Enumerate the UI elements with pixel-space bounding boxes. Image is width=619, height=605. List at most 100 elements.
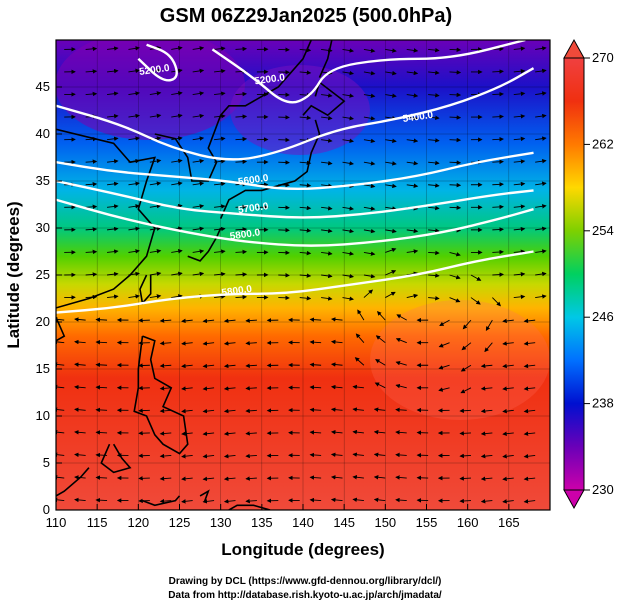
stream-arrow (342, 273, 355, 279)
stream-arrow (214, 294, 226, 299)
stream-arrow (149, 158, 162, 164)
stream-arrow (214, 136, 226, 142)
stream-arrow (502, 476, 514, 482)
stream-arrow (342, 115, 355, 121)
stream-arrow (74, 384, 86, 390)
stream-arrow (223, 363, 236, 369)
y-tick-label: 10 (36, 408, 50, 423)
stream-arrow (330, 384, 343, 390)
stream-arrow (299, 205, 312, 211)
stream-arrow (502, 431, 514, 436)
stream-arrow (535, 181, 547, 186)
stream-arrow (342, 48, 355, 53)
stream-arrow (223, 499, 236, 504)
stream-arrow (309, 362, 322, 367)
stream-arrow (363, 251, 376, 256)
stream-arrow (485, 319, 493, 331)
stream-arrow (428, 47, 440, 53)
stream-arrow (214, 159, 226, 164)
stream-arrow (106, 91, 119, 96)
stream-arrow (192, 113, 205, 119)
stream-arrow (321, 115, 333, 121)
stream-arrow (357, 309, 365, 321)
stream-arrow (535, 46, 547, 51)
stream-arrow (492, 46, 504, 52)
stream-arrow (342, 296, 355, 301)
stream-arrow (56, 452, 65, 457)
stream-arrow (299, 295, 312, 301)
stream-arrow (373, 429, 386, 435)
stream-arrow (438, 364, 450, 370)
x-axis-label: Longitude (degrees) (221, 540, 384, 559)
stream-arrow (385, 48, 397, 53)
stream-arrow (321, 183, 333, 188)
stream-arrow (363, 70, 376, 76)
stream-arrow (223, 408, 236, 414)
stream-arrow (354, 357, 365, 366)
stream-arrow (502, 318, 514, 324)
cold-pool-west (56, 40, 245, 140)
stream-arrow (428, 138, 440, 143)
stream-arrow (56, 339, 65, 345)
contour-label: 5700.0 (237, 201, 269, 216)
stream-arrow (428, 70, 440, 75)
coastline (154, 40, 312, 182)
contour-label: 5800.0 (229, 227, 261, 242)
stream-arrow (385, 206, 397, 211)
stream-arrow (523, 431, 536, 436)
stream-arrow (192, 204, 205, 209)
y-axis-label: Latitude (degrees) (4, 201, 23, 348)
stream-arrow (192, 158, 205, 164)
stream-arrow (374, 382, 386, 389)
stream-arrow (128, 294, 140, 299)
stream-arrow (299, 47, 312, 53)
stream-arrow (428, 228, 440, 233)
x-axis-ticks: 110 115 120 125 130 135 140 145 150 155 160 165 (46, 504, 520, 530)
stream-arrow (363, 206, 376, 211)
stream-arrow (214, 114, 226, 119)
stream-arrow (181, 431, 193, 436)
stream-arrow (223, 341, 236, 346)
stream-arrow (375, 359, 386, 366)
stream-arrow (299, 228, 312, 233)
stream-arrow (171, 294, 183, 299)
stream-arrow (480, 386, 493, 391)
stream-arrow (202, 431, 215, 436)
stream-arrow (492, 227, 504, 232)
stream-arrow (428, 250, 440, 256)
stream-arrow (202, 318, 215, 324)
stream-arrow (449, 252, 461, 257)
stream-arrow (395, 383, 407, 389)
stream-arrow (470, 274, 482, 281)
stream-arrow (159, 363, 172, 369)
stream-arrow (513, 204, 526, 209)
stream-arrow (385, 183, 397, 189)
stream-arrow (309, 475, 322, 480)
y-tick-label: 35 (36, 173, 50, 188)
stream-arrow (428, 92, 440, 98)
stream-arrow (492, 204, 504, 210)
stream-arrow (128, 68, 140, 74)
stream-arrow (449, 274, 461, 280)
stream-arrow (309, 452, 322, 458)
stream-arrow (159, 498, 172, 504)
stream-arrow (149, 249, 162, 254)
stream-arrow (149, 294, 162, 299)
stream-arrow (513, 272, 526, 277)
stream-arrow (85, 249, 98, 255)
stream-arrow (321, 160, 333, 166)
contour-label: 5800.0 (221, 284, 253, 299)
stream-arrow (363, 48, 376, 53)
stream-arrow (245, 431, 257, 436)
stream-arrow (192, 181, 205, 186)
stream-arrow (128, 91, 140, 96)
stream-arrow (523, 341, 536, 346)
stream-arrow (181, 453, 193, 459)
height-contour (56, 198, 534, 247)
stream-arrow (159, 431, 172, 436)
stream-arrow (363, 116, 376, 121)
stream-arrow (502, 363, 514, 369)
stream-arrow (449, 182, 462, 188)
height-contour (56, 67, 535, 161)
